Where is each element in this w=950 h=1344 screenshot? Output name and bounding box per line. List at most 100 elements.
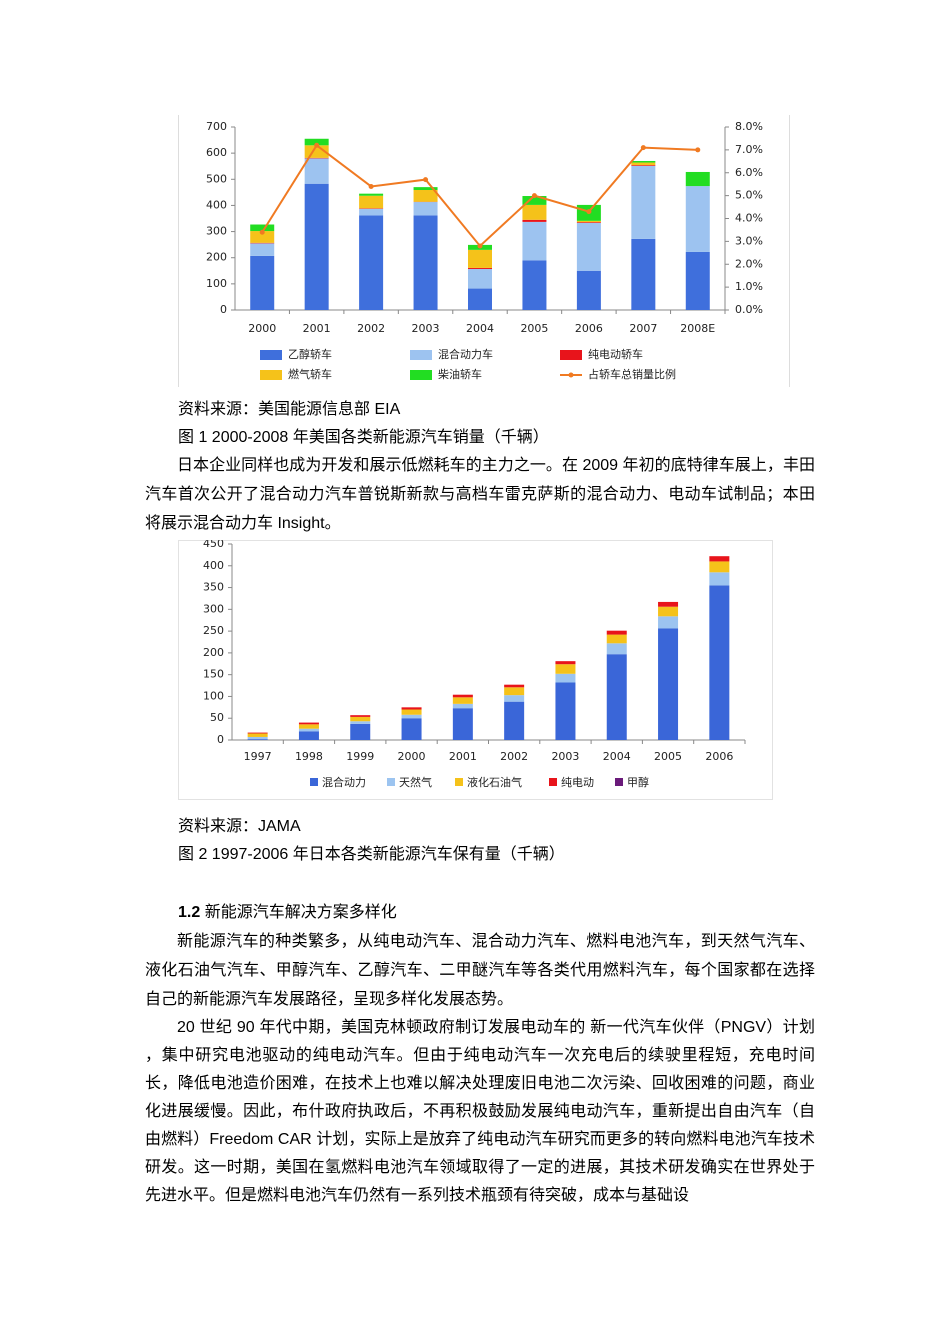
legend-swatch	[410, 370, 432, 380]
x-tick-label: 2002	[357, 322, 385, 335]
bar-segment	[247, 736, 268, 740]
bar-segment	[452, 697, 473, 704]
y-tick-label: 200	[203, 646, 224, 659]
bar-segment	[298, 722, 319, 725]
bar-segment	[522, 196, 547, 205]
x-tick-label: 2006	[575, 322, 603, 335]
legend-label: 天然气	[399, 775, 432, 789]
bar-segment	[555, 673, 576, 683]
x-tick-label: 2001	[449, 750, 477, 763]
line-point	[531, 193, 537, 199]
bar-segment	[298, 728, 319, 732]
y2-tick-label: 0.0%	[735, 303, 763, 316]
line-point	[695, 147, 701, 153]
y-tick-label: 100	[203, 689, 224, 702]
section-number: 1.2	[178, 904, 201, 921]
bar-segment	[250, 255, 275, 310]
bar-segment	[250, 224, 275, 232]
x-tick-label: 2000	[398, 750, 426, 763]
bar-segment	[658, 606, 679, 617]
bar-segment	[350, 721, 371, 724]
bar-segment	[631, 165, 656, 239]
bar-segment	[452, 703, 473, 709]
bar-segment	[522, 204, 547, 220]
y-tick-label: 600	[206, 146, 227, 159]
legend-swatch	[455, 778, 463, 786]
x-tick-label: 2004	[603, 750, 631, 763]
line-point	[586, 209, 592, 215]
bar-segment	[452, 694, 473, 698]
y-tick-label: 400	[203, 559, 224, 572]
legend-label: 甲醇	[627, 775, 649, 789]
frame	[178, 540, 773, 800]
bar-segment	[350, 716, 371, 722]
x-tick-label: 2006	[705, 750, 733, 763]
bar-segment	[468, 268, 492, 289]
bar-segment	[413, 202, 438, 216]
paragraph: 20 世纪 90 年代中期，美国克林顿政府制订发展电动车的 新一代汽车伙伴（PN…	[145, 1019, 815, 1204]
section-title: 新能源汽车解决方案多样化	[204, 904, 397, 921]
y2-tick-label: 5.0%	[735, 189, 763, 202]
legend-swatch	[560, 350, 582, 360]
bar-segment	[504, 701, 525, 740]
bar-segment	[359, 208, 384, 209]
legend-label: 乙醇轿车	[288, 347, 332, 361]
bar-segment	[631, 165, 656, 166]
line-point	[259, 229, 265, 235]
y-tick-label: 0	[220, 303, 227, 316]
y-tick-label: 150	[203, 668, 224, 681]
bar-segment	[606, 643, 627, 655]
x-tick-label: 2003	[412, 322, 440, 335]
bar-segment	[468, 249, 492, 268]
bar-segment	[631, 238, 656, 310]
y-tick-label: 300	[203, 602, 224, 615]
legend-label: 混合动力	[322, 775, 366, 789]
section-heading: 1.2 新能源汽车解决方案多样化	[178, 899, 397, 927]
bar-segment	[555, 661, 576, 665]
y2-tick-label: 7.0%	[735, 143, 763, 156]
figure-caption: 图 2 1997-2006 年日本各类新能源汽车保有量（千辆）	[178, 846, 565, 863]
bar-segment	[468, 288, 492, 310]
bar-segment	[576, 220, 601, 223]
line-point	[477, 243, 483, 249]
bar-segment	[468, 267, 492, 269]
x-tick-label: 1998	[295, 750, 323, 763]
x-tick-label: 2004	[466, 322, 494, 335]
y2-tick-label: 8.0%	[735, 120, 763, 133]
legend-label: 混合动力车	[438, 347, 493, 361]
x-tick-label: 2005	[520, 322, 548, 335]
x-tick-label: 1999	[346, 750, 374, 763]
bar-segment	[359, 208, 384, 216]
bar-segment	[576, 222, 601, 271]
y-tick-label: 700	[206, 120, 227, 133]
bar-segment	[658, 601, 679, 607]
figure-source: 资料来源：美国能源信息部 EIA	[178, 401, 401, 418]
bar-segment	[250, 231, 275, 243]
bar-segment	[298, 724, 319, 729]
line-point	[423, 177, 429, 183]
bar-segment	[631, 160, 656, 163]
bar-segment	[350, 723, 371, 740]
bar-segment	[685, 251, 710, 310]
bar-segment	[413, 187, 438, 191]
y-tick-label: 100	[206, 277, 227, 290]
chart: 0 100 200 300 400 500 600 700 0.0% 1.0% 2.0% 3.0% 4.…	[178, 115, 790, 387]
bar-segment	[606, 630, 627, 635]
y2-tick-label: 4.0%	[735, 212, 763, 225]
y-tick-label: 500	[206, 172, 227, 185]
bar-segment	[359, 193, 384, 196]
bar-segment	[576, 270, 601, 310]
bar-segment	[685, 186, 710, 252]
y-tick-label: 200	[206, 251, 227, 264]
bar-segment	[522, 260, 547, 310]
figure-source: 资料来源：JAMA	[178, 818, 301, 835]
x-tick-label: 2001	[303, 322, 331, 335]
legend-swatch	[260, 350, 282, 360]
legend-swatch	[615, 778, 623, 786]
bar-segment	[250, 242, 275, 244]
bar-segment	[709, 561, 730, 573]
legend-swatch	[387, 778, 395, 786]
bar-segment	[401, 714, 422, 719]
bar-segment	[304, 157, 329, 159]
